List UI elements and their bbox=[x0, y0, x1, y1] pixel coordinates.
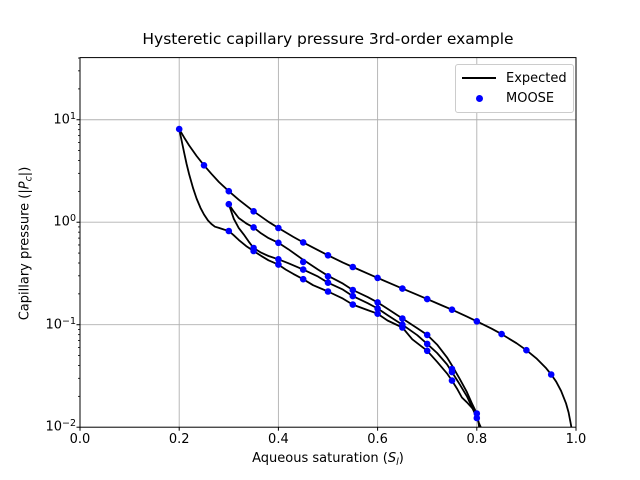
moose-data-point-phase4-wetting bbox=[374, 305, 381, 312]
x-tick-label-1.0: 1.0 bbox=[565, 432, 587, 447]
moose-data-point-phase1-primary-drying bbox=[423, 295, 431, 303]
legend-item-expected: Expected bbox=[456, 68, 573, 88]
moose-data-point-phase1-primary-drying bbox=[374, 274, 381, 282]
axes-frame bbox=[79, 57, 577, 428]
y-tick-label-10^1: 101 bbox=[53, 110, 76, 128]
dot-icon bbox=[475, 94, 483, 102]
moose-data-point-phase4-wetting bbox=[299, 266, 307, 273]
moose-data-point-phase1-primary-drying bbox=[275, 224, 282, 232]
x-axis-label: Aqueous saturation (Sl) bbox=[252, 451, 404, 468]
expected-line-sample bbox=[456, 77, 502, 79]
moose-data-point-phase3-drying bbox=[250, 224, 257, 231]
y-tick-label-10^−2: 10−2 bbox=[45, 418, 76, 435]
moose-data-point-phase2-wetting bbox=[349, 301, 357, 308]
moose-data-point-phase1-primary-drying bbox=[200, 162, 208, 169]
moose-data-point-phase2-wetting bbox=[423, 347, 431, 355]
x-tick-label-0.2: 0.2 bbox=[168, 432, 190, 447]
moose-data-point-phase3-drying bbox=[374, 299, 381, 306]
moose-data-point-phase3-drying bbox=[324, 273, 332, 280]
moose-data-point-phase1-primary-drying bbox=[349, 263, 357, 271]
moose-data-point-phase1-primary-drying bbox=[299, 239, 307, 246]
moose-data-point-phase4-wetting bbox=[473, 414, 481, 422]
legend-box: Expected MOOSE bbox=[455, 64, 574, 113]
moose-data-point-phase1-primary-drying bbox=[399, 285, 406, 292]
moose-data-point-phase2-wetting bbox=[225, 227, 233, 235]
moose-data-point-phase2-wetting bbox=[448, 377, 456, 384]
expected-curve-wetting-third-order bbox=[227, 203, 482, 428]
moose-data-point-phase4-wetting bbox=[324, 279, 332, 287]
moose-data-point-phase3-drying bbox=[399, 315, 406, 322]
y-tick-label-10^−1: 10−1 bbox=[45, 315, 76, 333]
line-icon bbox=[462, 77, 496, 79]
moose-data-point-phase3-drying bbox=[299, 258, 307, 266]
moose-data-point-phase1-primary-drying bbox=[547, 371, 555, 378]
moose-data-point-phase4-wetting bbox=[250, 244, 257, 252]
moose-data-point-phase3-drying bbox=[275, 239, 282, 247]
moose-data-point-phase3-drying bbox=[225, 200, 233, 208]
moose-data-point-phase1-primary-drying bbox=[225, 187, 233, 195]
moose-data-point-phase1-primary-drying bbox=[175, 125, 183, 133]
moose-data-point-phase1-primary-drying bbox=[324, 252, 332, 259]
legend-label-expected: Expected bbox=[506, 70, 567, 86]
expected-curve-wetting-first-order bbox=[178, 128, 481, 428]
legend-item-moose: MOOSE bbox=[456, 88, 573, 108]
moose-data-point-phase2-wetting bbox=[374, 310, 381, 318]
moose-data-point-phase3-drying bbox=[349, 286, 357, 294]
moose-data-point-phase4-wetting bbox=[349, 292, 357, 300]
x-tick-label-0.6: 0.6 bbox=[367, 432, 388, 447]
chart-title: Hysteretic capillary pressure 3rd-order … bbox=[142, 30, 514, 48]
moose-data-point-phase4-wetting bbox=[399, 321, 406, 329]
x-tick-label-0.0: 0.0 bbox=[69, 432, 91, 447]
moose-data-point-phase1-primary-drying bbox=[523, 346, 530, 354]
expected-curve-primary-drying bbox=[178, 128, 573, 428]
moose-data-point-phase3-drying bbox=[423, 331, 431, 339]
moose-data-point-phase4-wetting bbox=[423, 340, 431, 348]
legend-label-moose: MOOSE bbox=[506, 90, 555, 106]
y-axis-label: Capillary pressure (|Pc|) bbox=[17, 166, 35, 321]
moose-data-point-phase2-wetting bbox=[275, 261, 282, 268]
x-tick-label-0.8: 0.8 bbox=[466, 432, 488, 447]
moose-data-point-phase1-primary-drying bbox=[250, 208, 257, 215]
moose-data-point-phase1-primary-drying bbox=[498, 330, 505, 338]
x-tick-label-0.4: 0.4 bbox=[268, 432, 289, 447]
moose-marker-sample bbox=[456, 94, 502, 102]
expected-curve-drying-second-order bbox=[227, 203, 478, 415]
moose-data-point-phase4-wetting bbox=[275, 255, 282, 263]
moose-data-point-phase2-wetting bbox=[324, 288, 332, 295]
moose-data-point-phase1-primary-drying bbox=[448, 306, 456, 314]
moose-data-point-phase4-wetting bbox=[448, 368, 456, 376]
moose-data-point-phase1-primary-drying bbox=[473, 318, 481, 325]
moose-data-point-phase2-wetting bbox=[299, 275, 307, 283]
y-tick-label-10^0: 100 bbox=[53, 213, 76, 230]
